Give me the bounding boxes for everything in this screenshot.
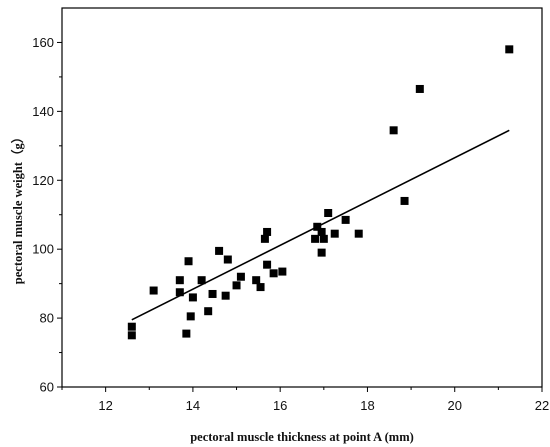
data-point [204, 307, 213, 316]
data-point [127, 331, 136, 340]
data-point [263, 227, 272, 236]
data-point [313, 222, 322, 231]
y-tick-label: 100 [32, 242, 54, 257]
data-point [324, 209, 333, 218]
data-point [182, 329, 191, 338]
data-point [188, 293, 197, 302]
data-point [223, 255, 232, 264]
x-tick-label: 12 [98, 398, 112, 413]
data-point [186, 312, 195, 321]
data-point [175, 288, 184, 297]
data-point [149, 286, 158, 295]
data-point [184, 257, 193, 266]
data-point [269, 269, 278, 278]
data-point [400, 196, 409, 205]
axes: 12 14 16 18 20 22 60 80 100 120 140 160 [32, 7, 549, 413]
data-point [319, 234, 328, 243]
y-tick-label: 60 [40, 380, 54, 395]
data-point [341, 215, 350, 224]
data-point [389, 126, 398, 135]
data-point [215, 246, 224, 255]
data-point [232, 281, 241, 290]
x-axis-title: pectoral muscle thickness at point A (mm… [190, 430, 414, 444]
data-point [127, 322, 136, 331]
y-tick-label: 120 [32, 173, 54, 188]
data-points [127, 45, 514, 340]
data-point [236, 272, 245, 281]
data-point [260, 234, 269, 243]
x-tick-label: 16 [273, 398, 287, 413]
y-tick-label: 160 [32, 35, 54, 50]
data-point [197, 276, 206, 285]
data-point [256, 283, 265, 292]
plot-frame [61, 7, 543, 388]
data-point [354, 229, 363, 238]
data-point [317, 227, 326, 236]
data-point [208, 289, 217, 298]
data-point [263, 260, 272, 269]
data-point [330, 229, 339, 238]
data-point [317, 248, 326, 257]
data-point [278, 267, 287, 276]
data-point [252, 276, 261, 285]
data-point [221, 291, 230, 300]
x-tick-label: 22 [535, 398, 549, 413]
data-point [175, 276, 184, 285]
data-point [311, 234, 320, 243]
x-tick-label: 14 [186, 398, 200, 413]
x-tick-label: 18 [360, 398, 374, 413]
x-tick-label: 20 [447, 398, 461, 413]
data-point [505, 45, 514, 54]
y-tick-label: 140 [32, 104, 54, 119]
y-axis-title: pectoral muscle weight（g） [10, 131, 25, 284]
y-tick-label: 80 [40, 311, 54, 326]
data-point [415, 84, 424, 93]
